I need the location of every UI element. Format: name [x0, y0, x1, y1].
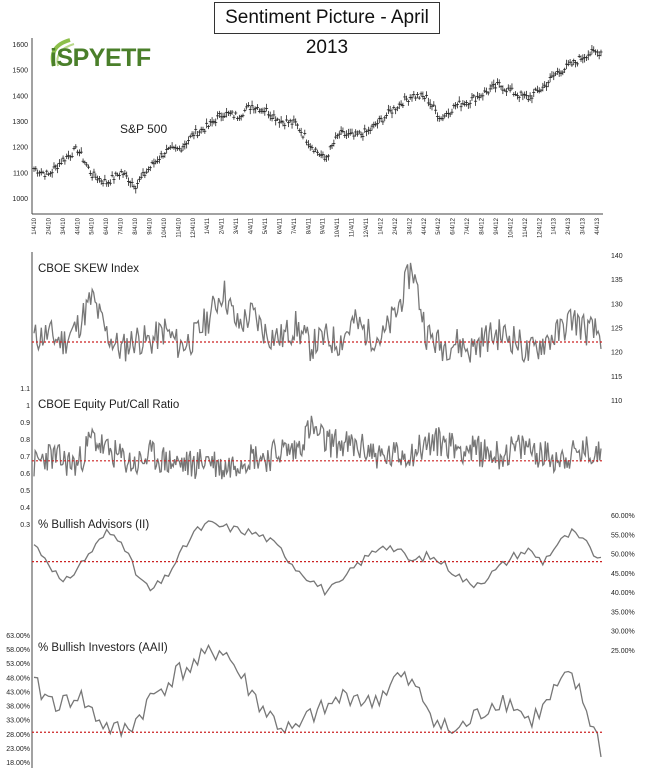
advisors-y-tick-label: 45.00%: [611, 571, 635, 578]
sp500-x-tick-label: 2/4/12: [393, 217, 399, 234]
skew-y-tick-label: 125: [611, 326, 623, 333]
advisors-y-tick-label: 50.00%: [611, 552, 635, 559]
putcall-label: CBOE Equity Put/Call Ratio: [38, 399, 179, 411]
sp500-x-tick-label: 7/4/12: [465, 217, 471, 234]
sp500-x-tick-label: 7/4/11: [292, 217, 298, 234]
sp500-x-tick-label: 2/4/13: [566, 217, 572, 234]
sp500-x-tick-label: 10/4/11: [335, 217, 341, 237]
sp500-y-tick-label: 1000: [12, 196, 28, 203]
skew-y-tick-label: 135: [611, 277, 623, 284]
advisors-y-tick-label: 30.00%: [611, 629, 635, 636]
skew-y-tick-label: 115: [611, 374, 622, 381]
sp500-x-tick-label: 2/4/10: [46, 217, 52, 234]
aaii-y-tick-label: 23.00%: [6, 746, 30, 753]
sp500-x-tick-label: 8/4/11: [306, 217, 312, 234]
sp500-x-tick-label: 1/4/13: [552, 217, 558, 234]
aaii-series-line: [33, 643, 602, 758]
sp500-x-tick-label: 6/4/11: [277, 217, 283, 234]
sp500-x-tick-label: 1/4/11: [205, 217, 211, 234]
sp500-y-tick-label: 1400: [12, 93, 28, 100]
putcall-y-tick-label: 0.3: [20, 522, 30, 529]
skew-label: CBOE SKEW Index: [38, 263, 139, 275]
sp500-x-tick-label: 6/4/10: [104, 217, 110, 234]
sp500-x-tick-label: 5/4/11: [263, 217, 269, 234]
sp500-y-tick-label: 1100: [13, 170, 28, 177]
sp500-x-tick-label: 5/4/10: [90, 217, 96, 234]
aaii-y-tick-label: 63.00%: [6, 633, 30, 640]
sp500-x-tick-label: 4/4/12: [422, 217, 428, 234]
advisors-y-tick-label: 55.00%: [611, 532, 635, 539]
sp500-x-tick-label: 11/4/12: [523, 217, 529, 237]
sp500-x-tick-label: 12/4/12: [537, 217, 543, 238]
sp500-x-tick-label: 5/4/12: [436, 217, 442, 234]
advisors-y-tick-label: 25.00%: [611, 648, 635, 655]
skew-y-tick-label: 120: [611, 350, 623, 357]
putcall-series-line: [33, 415, 602, 480]
sp500-x-tick-label: 3/4/11: [234, 217, 240, 234]
logo-swoosh-icon: [50, 38, 75, 67]
sp500-x-tick-label: 8/4/10: [133, 217, 139, 234]
sp500-x-tick-label: 12/4/10: [191, 217, 197, 238]
sp500-x-tick-label: 11/4/10: [176, 217, 182, 237]
sp500-x-tick-label: 6/4/12: [451, 217, 457, 234]
sp500-y-tick-label: 1600: [12, 42, 28, 49]
skew-y-tick-label: 140: [611, 253, 623, 260]
putcall-y-tick-label: 0.5: [20, 488, 30, 495]
sp500-x-tick-label: 4/4/11: [249, 217, 255, 234]
sp500-x-tick-label: 11/4/11: [350, 217, 356, 237]
sp500-y-tick-label: 1500: [12, 68, 28, 75]
sp500-x-tick-label: 10/4/10: [162, 217, 168, 238]
sp500-y-tick-label: 1200: [12, 145, 28, 152]
putcall-y-tick-label: 0.6: [20, 471, 30, 478]
skew-y-tick-label: 110: [611, 398, 622, 405]
sp500-x-tick-label: 2/4/11: [220, 217, 226, 234]
sp500-x-tick-label: 7/4/10: [119, 217, 125, 234]
advisors-label: % Bullish Advisors (II): [38, 519, 149, 531]
aaii-y-tick-label: 58.00%: [6, 647, 30, 654]
sp500-x-tick-label: 3/4/13: [581, 217, 587, 234]
aaii-label: % Bullish Investors (AAII): [38, 642, 168, 654]
putcall-y-tick-label: 0.8: [20, 437, 30, 444]
sp500-x-tick-label: 10/4/12: [508, 217, 514, 238]
skew-series-line: [33, 262, 602, 364]
sp500-x-tick-label: 9/4/10: [147, 217, 153, 234]
aaii-y-tick-label: 28.00%: [6, 732, 30, 739]
putcall-y-tick-label: 1: [26, 403, 30, 410]
advisors-y-tick-label: 40.00%: [611, 590, 635, 597]
sp500-x-tick-label: 3/4/10: [61, 217, 67, 234]
aaii-y-tick-label: 38.00%: [6, 704, 30, 711]
sp500-x-tick-label: 1/4/10: [32, 217, 38, 234]
sp500-x-tick-label: 4/4/10: [75, 217, 81, 234]
sp500-x-tick-label: 12/4/11: [364, 217, 370, 237]
sp500-x-tick-label: 9/4/11: [321, 217, 327, 234]
skew-y-tick-label: 130: [611, 301, 623, 308]
aaii-y-tick-label: 53.00%: [6, 661, 30, 668]
sp500-x-tick-label: 8/4/12: [480, 217, 486, 234]
sp500-x-tick-label: 3/4/12: [407, 217, 413, 234]
chart-title: Sentiment Picture - April 2013: [214, 2, 440, 58]
advisors-series-line: [33, 520, 602, 597]
aaii-y-tick-label: 48.00%: [6, 675, 30, 682]
sp500-y-tick-label: 1300: [12, 119, 28, 126]
advisors-y-tick-label: 35.00%: [611, 609, 635, 616]
sp500-x-tick-label: 9/4/12: [494, 217, 500, 234]
aaii-y-tick-label: 18.00%: [6, 760, 30, 767]
aaii-y-tick-label: 33.00%: [6, 718, 30, 725]
sp500-x-tick-label: 1/4/12: [378, 217, 384, 234]
putcall-y-tick-label: 0.9: [20, 420, 30, 427]
sp500-label: S&P 500: [120, 122, 167, 136]
putcall-y-tick-label: 1.1: [20, 386, 30, 393]
sp500-x-tick-label: 4/4/13: [595, 217, 601, 234]
advisors-y-tick-label: 60.00%: [611, 513, 635, 520]
aaii-y-tick-label: 43.00%: [6, 689, 30, 696]
logo: iSPYETF: [50, 44, 151, 72]
putcall-y-tick-label: 0.4: [20, 505, 30, 512]
putcall-y-tick-label: 0.7: [20, 454, 30, 461]
